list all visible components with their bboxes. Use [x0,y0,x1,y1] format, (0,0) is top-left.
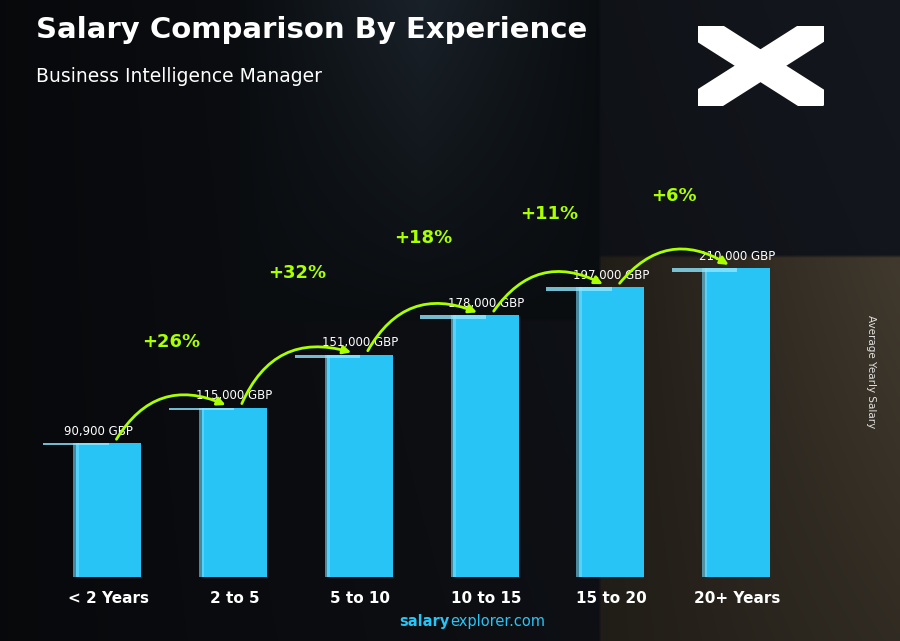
Bar [702,268,707,577]
Text: +11%: +11% [519,205,578,223]
Bar [672,268,737,272]
Bar [546,287,612,291]
Bar [43,443,109,445]
Bar [74,443,78,577]
Bar [420,315,486,319]
Text: Business Intelligence Manager: Business Intelligence Manager [36,67,322,87]
Bar [579,287,644,577]
Text: +32%: +32% [268,263,327,281]
Text: salary: salary [400,615,450,629]
Text: 197,000 GBP: 197,000 GBP [573,269,650,282]
Text: 178,000 GBP: 178,000 GBP [447,297,524,310]
Text: 115,000 GBP: 115,000 GBP [196,390,273,403]
Bar [295,354,360,358]
Text: Salary Comparison By Experience: Salary Comparison By Experience [36,16,587,44]
Text: +26%: +26% [142,333,201,351]
Text: Average Yearly Salary: Average Yearly Salary [866,315,877,428]
Text: +6%: +6% [652,187,698,204]
Text: 90,900 GBP: 90,900 GBP [64,425,133,438]
Bar [202,408,267,577]
Text: 151,000 GBP: 151,000 GBP [322,337,399,349]
Text: explorer.com: explorer.com [450,615,545,629]
Bar [705,268,770,577]
Bar [76,443,141,577]
Bar [199,408,204,577]
Bar [169,408,234,410]
Bar [576,287,581,577]
Text: 210,000 GBP: 210,000 GBP [699,249,776,263]
Text: +18%: +18% [394,229,452,247]
Bar [451,315,455,577]
Bar [328,354,392,577]
Bar [454,315,518,577]
Bar [325,354,330,577]
